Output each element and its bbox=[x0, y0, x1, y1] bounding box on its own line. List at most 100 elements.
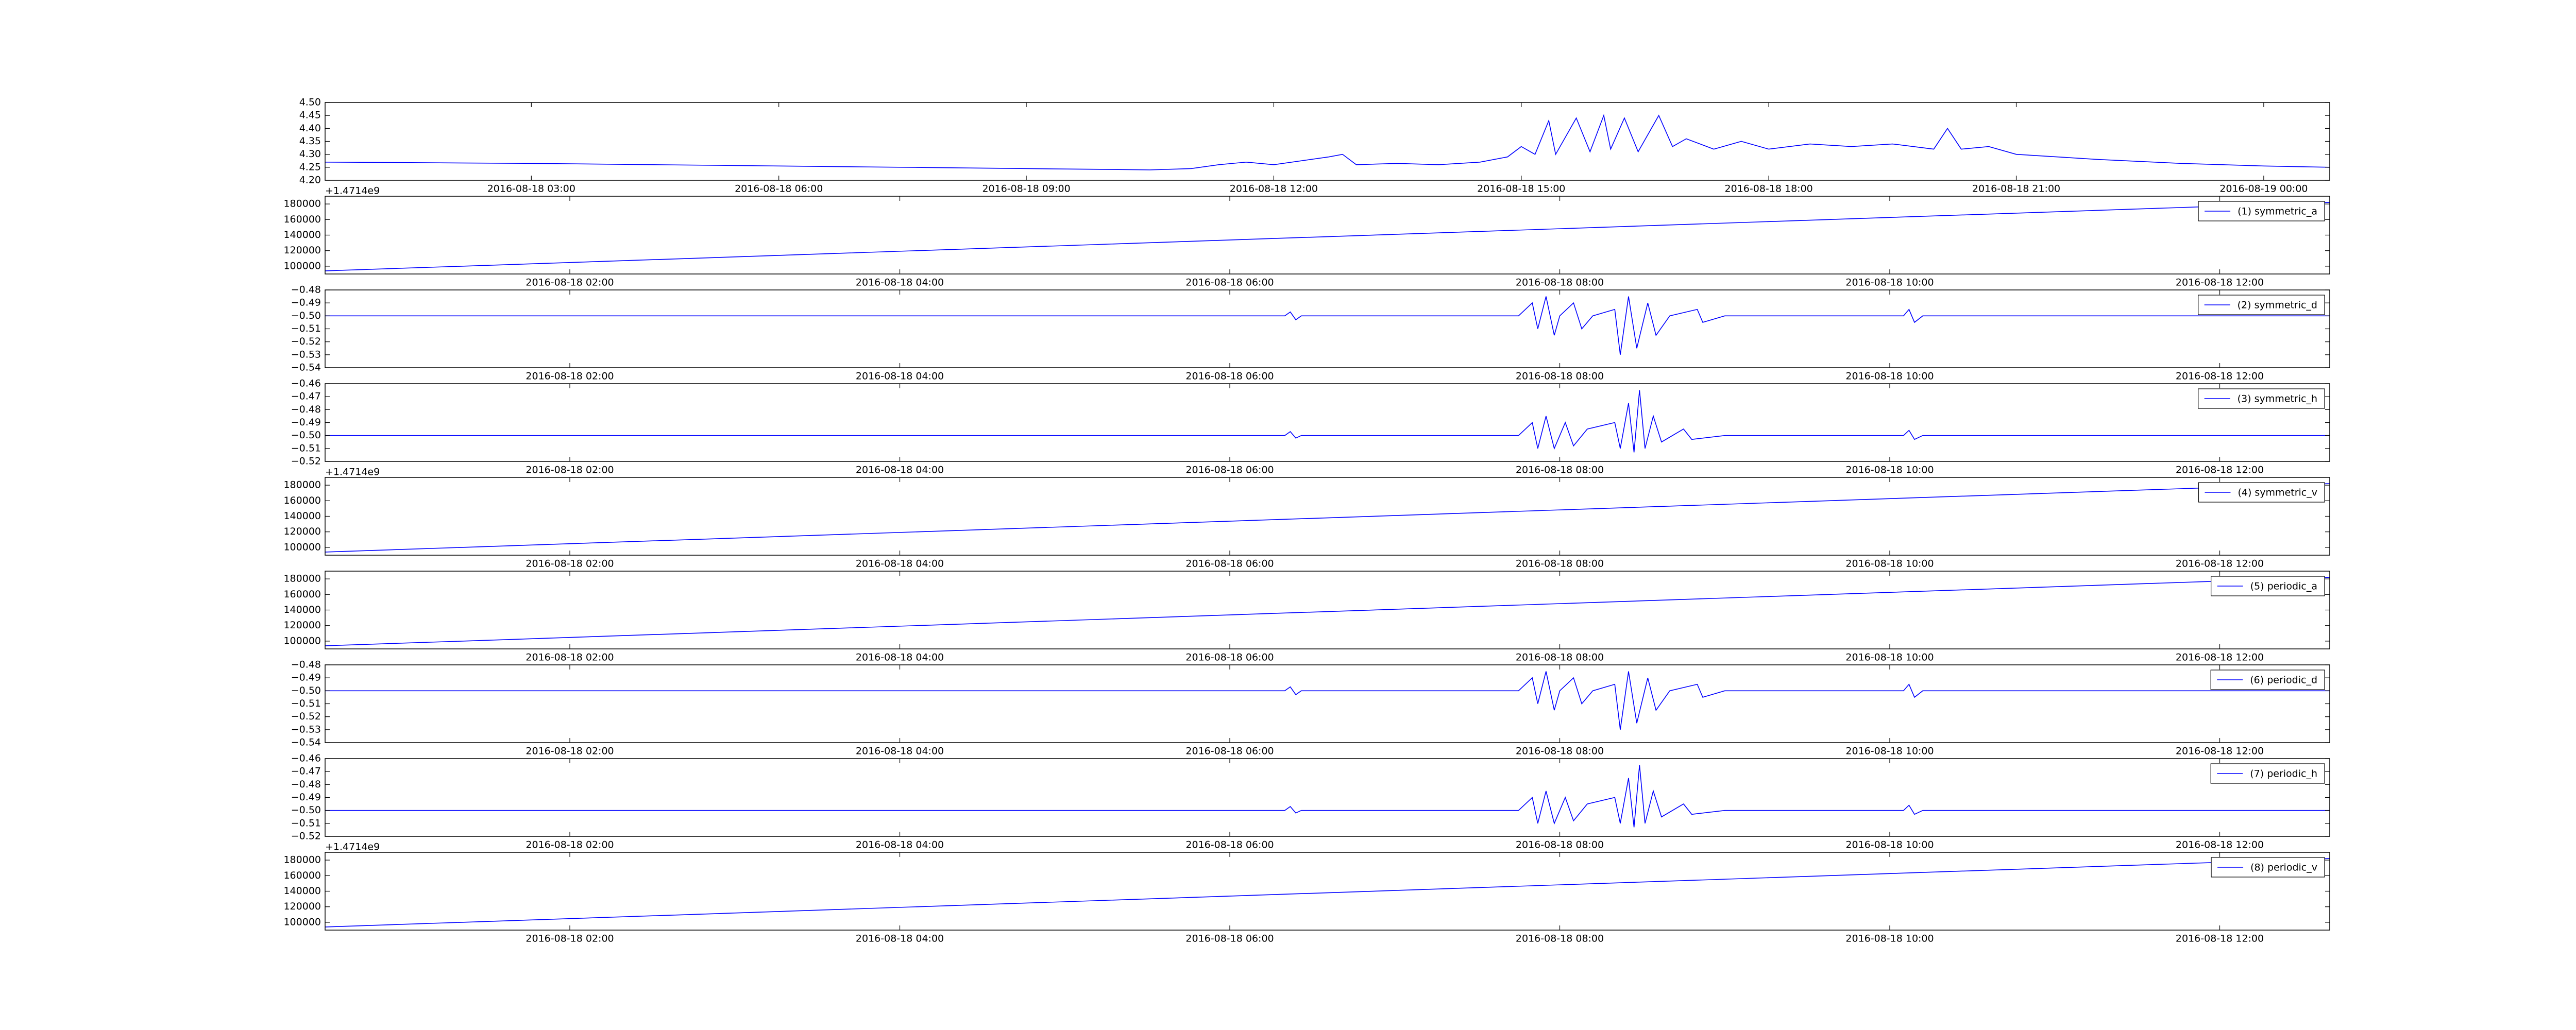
x-tick-label: 2016-08-18 08:00 bbox=[1516, 933, 1604, 945]
legend: (2) symmetric_d bbox=[2198, 295, 2325, 315]
legend-label: (1) symmetric_a bbox=[2238, 206, 2317, 217]
y-tick-label: 160000 bbox=[283, 589, 321, 600]
x-tick-label: 2016-08-18 02:00 bbox=[526, 839, 614, 851]
x-tick-label: 2016-08-18 08:00 bbox=[1516, 652, 1604, 663]
data-line bbox=[325, 483, 2330, 553]
y-offset-label: +1.4714e9 bbox=[325, 467, 380, 478]
x-tick-label: 2016-08-18 06:00 bbox=[1185, 652, 1274, 663]
x-tick-label: 2016-08-18 10:00 bbox=[1845, 277, 1934, 288]
plot-area bbox=[325, 483, 2330, 553]
data-line bbox=[325, 202, 2330, 271]
x-tick-label: 2016-08-18 12:00 bbox=[2176, 277, 2264, 288]
legend-label: (8) periodic_v bbox=[2250, 862, 2317, 873]
y-tick-label: −0.50 bbox=[291, 310, 321, 321]
y-tick-label: −0.52 bbox=[291, 711, 321, 722]
y-tick-label: 4.45 bbox=[299, 110, 321, 121]
y-tick-label: 100000 bbox=[283, 635, 321, 646]
legend-label: (6) periodic_d bbox=[2250, 675, 2317, 686]
y-tick-label: −0.47 bbox=[291, 391, 321, 402]
y-tick-label: −0.50 bbox=[291, 430, 321, 441]
data-line bbox=[325, 114, 2330, 170]
x-tick-label: 2016-08-18 18:00 bbox=[1725, 183, 1813, 195]
y-tick-label: −0.46 bbox=[291, 753, 321, 764]
legend: (1) symmetric_a bbox=[2198, 201, 2325, 221]
y-tick-label: −0.52 bbox=[291, 831, 321, 842]
x-tick-label: 2016-08-18 15:00 bbox=[1477, 183, 1565, 195]
y-tick-label: 120000 bbox=[283, 245, 321, 256]
y-offset-label: +1.4714e9 bbox=[325, 185, 380, 197]
x-tick-label: 2016-08-18 08:00 bbox=[1516, 371, 1604, 382]
y-tick-label: 180000 bbox=[283, 198, 321, 210]
plot-area bbox=[325, 202, 2330, 271]
subplot: 100000 120000 140000 160000 180000 2016-08-18… bbox=[283, 467, 2330, 570]
y-tick-label: −0.48 bbox=[291, 779, 321, 790]
data-line bbox=[325, 671, 2330, 730]
x-tick-label: 2016-08-18 04:00 bbox=[856, 652, 944, 663]
plot-area bbox=[325, 390, 2330, 453]
x-tick-label: 2016-08-18 04:00 bbox=[856, 277, 944, 288]
x-tick-label: 2016-08-18 02:00 bbox=[526, 652, 614, 663]
y-tick-label: −0.46 bbox=[291, 378, 321, 389]
legend-label: (3) symmetric_h bbox=[2238, 393, 2317, 405]
x-tick-label: 2016-08-18 12:00 bbox=[1230, 183, 1318, 195]
x-tick-label: 2016-08-18 09:00 bbox=[982, 183, 1070, 195]
x-tick-label: 2016-08-18 12:00 bbox=[2176, 839, 2264, 851]
y-tick-label: −0.49 bbox=[291, 672, 321, 683]
plot-area bbox=[325, 577, 2330, 646]
x-tick-label: 2016-08-18 10:00 bbox=[1845, 839, 1934, 851]
plot-area bbox=[325, 858, 2330, 928]
x-tick-label: 2016-08-18 02:00 bbox=[526, 746, 614, 757]
y-tick-label: −0.52 bbox=[291, 456, 321, 467]
x-tick-label: 2016-08-18 12:00 bbox=[2176, 933, 2264, 945]
x-tick-label: 2016-08-18 04:00 bbox=[856, 839, 944, 851]
legend-label: (5) periodic_a bbox=[2250, 581, 2317, 592]
x-tick-label: 2016-08-18 12:00 bbox=[2176, 465, 2264, 476]
y-tick-label: 140000 bbox=[283, 885, 321, 897]
x-tick-label: 2016-08-18 04:00 bbox=[856, 465, 944, 476]
x-tick-label: 2016-08-18 10:00 bbox=[1845, 558, 1934, 570]
legend: (7) periodic_h bbox=[2210, 763, 2325, 784]
y-tick-label: −0.48 bbox=[291, 404, 321, 415]
subplot: 100000 120000 140000 160000 180000 2016-08-18… bbox=[283, 571, 2330, 663]
axes-frame bbox=[325, 102, 2330, 181]
x-tick-label: 2016-08-18 02:00 bbox=[526, 371, 614, 382]
plot-area bbox=[325, 114, 2330, 170]
y-tick-label: 140000 bbox=[283, 229, 321, 241]
x-tick-label: 2016-08-18 08:00 bbox=[1516, 746, 1604, 757]
y-tick-label: −0.53 bbox=[291, 349, 321, 360]
legend-label: (4) symmetric_v bbox=[2238, 487, 2317, 499]
y-tick-label: −0.54 bbox=[291, 737, 321, 748]
x-tick-label: 2016-08-18 04:00 bbox=[856, 558, 944, 570]
legend: (6) periodic_d bbox=[2210, 670, 2325, 690]
legend: (4) symmetric_v bbox=[2198, 482, 2325, 503]
y-tick-label: 4.35 bbox=[299, 135, 321, 147]
x-tick-label: 2016-08-18 10:00 bbox=[1845, 746, 1934, 757]
y-tick-label: 4.40 bbox=[299, 123, 321, 134]
x-tick-label: 2016-08-18 04:00 bbox=[856, 933, 944, 945]
axes-frame bbox=[325, 477, 2330, 556]
x-tick-label: 2016-08-18 02:00 bbox=[526, 465, 614, 476]
y-tick-label: 100000 bbox=[283, 541, 321, 553]
axes-frame bbox=[325, 196, 2330, 274]
plot-area bbox=[325, 296, 2330, 355]
x-tick-label: 2016-08-18 02:00 bbox=[526, 558, 614, 570]
y-tick-label: 4.30 bbox=[299, 148, 321, 160]
y-tick-label: 140000 bbox=[283, 604, 321, 615]
y-tick-label: −0.53 bbox=[291, 724, 321, 735]
x-tick-label: 2016-08-18 12:00 bbox=[2176, 652, 2264, 663]
x-tick-label: 2016-08-18 21:00 bbox=[1972, 183, 2060, 195]
y-tick-label: −0.48 bbox=[291, 659, 321, 671]
x-tick-label: 2016-08-18 06:00 bbox=[1185, 558, 1274, 570]
data-line bbox=[325, 765, 2330, 828]
x-tick-label: 2016-08-18 04:00 bbox=[856, 371, 944, 382]
x-tick-label: 2016-08-18 06:00 bbox=[1185, 277, 1274, 288]
x-tick-label: 2016-08-18 02:00 bbox=[526, 933, 614, 945]
x-tick-label: 2016-08-18 08:00 bbox=[1516, 277, 1604, 288]
axes-frame bbox=[325, 571, 2330, 649]
x-tick-label: 2016-08-18 10:00 bbox=[1845, 371, 1934, 382]
data-line bbox=[325, 577, 2330, 646]
x-tick-label: 2016-08-18 10:00 bbox=[1845, 933, 1934, 945]
subplot: −0.54 −0.53 −0.52 −0.51 −0.50 −0.49−0.48 2016-… bbox=[291, 284, 2330, 382]
y-tick-label: 160000 bbox=[283, 870, 321, 881]
